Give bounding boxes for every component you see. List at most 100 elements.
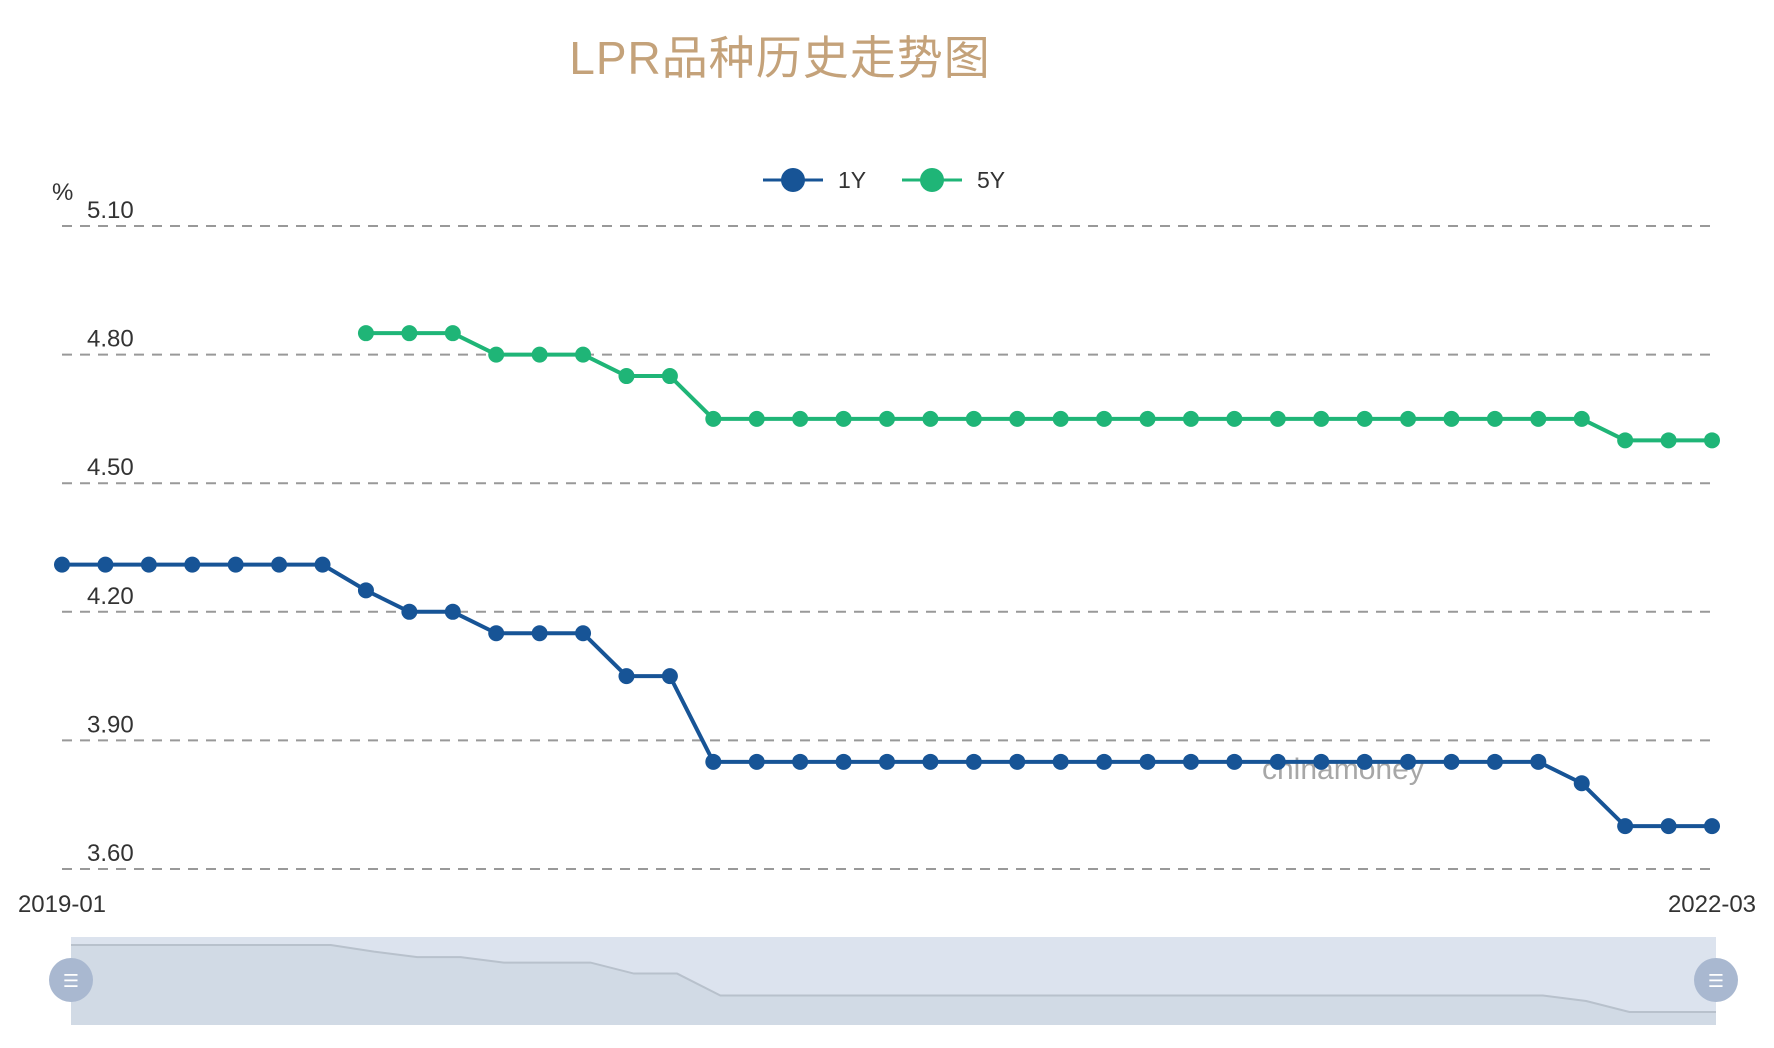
data-point-1y[interactable] <box>271 556 288 573</box>
data-point-5y[interactable] <box>792 410 809 427</box>
data-point-1y[interactable] <box>618 668 635 685</box>
data-point-1y[interactable] <box>748 753 765 770</box>
data-point-1y[interactable] <box>1356 753 1373 770</box>
data-point-1y[interactable] <box>1313 753 1330 770</box>
legend-1y-marker <box>781 168 805 192</box>
data-point-5y[interactable] <box>444 325 461 342</box>
data-point-5y[interactable] <box>357 325 374 342</box>
y-tick-label: 4.80 <box>87 326 134 353</box>
data-point-5y[interactable] <box>661 368 678 385</box>
slider-handle-right[interactable]: ☰ <box>1694 958 1738 1002</box>
data-point-1y[interactable] <box>705 753 722 770</box>
data-point-5y[interactable] <box>1356 410 1373 427</box>
data-point-1y[interactable] <box>1617 818 1634 835</box>
data-point-5y[interactable] <box>1660 432 1677 449</box>
data-point-5y[interactable] <box>1269 410 1286 427</box>
y-tick-label: 4.20 <box>87 583 134 610</box>
data-point-1y[interactable] <box>1139 753 1156 770</box>
y-tick-label: 4.50 <box>87 454 134 481</box>
data-point-1y[interactable] <box>575 625 592 642</box>
grip-icon: ☰ <box>63 971 79 991</box>
data-point-5y[interactable] <box>1313 410 1330 427</box>
data-point-5y[interactable] <box>488 346 505 363</box>
slider-handle-right-circle[interactable] <box>1694 958 1738 1002</box>
data-point-1y[interactable] <box>1660 818 1677 835</box>
data-point-1y[interactable] <box>1530 753 1547 770</box>
data-point-1y[interactable] <box>1052 753 1069 770</box>
x-tick-label-start: 2019-01 <box>18 891 106 918</box>
data-point-1y[interactable] <box>835 753 852 770</box>
data-zoom-slider[interactable]: ☰ ☰ <box>49 937 1738 1025</box>
data-point-5y[interactable] <box>1139 410 1156 427</box>
data-point-5y[interactable] <box>531 346 548 363</box>
data-point-5y[interactable] <box>1486 410 1503 427</box>
data-point-1y[interactable] <box>488 625 505 642</box>
data-point-1y[interactable] <box>1226 753 1243 770</box>
data-point-1y[interactable] <box>1182 753 1199 770</box>
data-point-1y[interactable] <box>965 753 982 770</box>
y-tick-label: 3.60 <box>87 840 134 867</box>
data-point-1y[interactable] <box>1573 775 1590 792</box>
data-point-5y[interactable] <box>575 346 592 363</box>
data-point-5y[interactable] <box>1573 410 1590 427</box>
data-point-5y[interactable] <box>879 410 895 427</box>
slider-preview-area <box>71 945 1716 1025</box>
data-point-5y[interactable] <box>401 325 418 342</box>
data-point-1y[interactable] <box>1486 753 1503 770</box>
data-point-5y[interactable] <box>1096 410 1113 427</box>
data-point-1y[interactable] <box>1704 818 1720 835</box>
data-point-5y[interactable] <box>618 368 635 385</box>
data-point-5y[interactable] <box>1530 410 1547 427</box>
data-point-1y[interactable] <box>1400 753 1417 770</box>
y-tick-label: 5.10 <box>87 197 134 224</box>
data-point-5y[interactable] <box>748 410 765 427</box>
data-point-1y[interactable] <box>531 625 548 642</box>
legend[interactable]: 1Y 5Y <box>763 167 1005 193</box>
data-point-5y[interactable] <box>1400 410 1417 427</box>
legend-5y-label: 5Y <box>977 167 1005 193</box>
data-point-1y[interactable] <box>140 556 157 573</box>
data-point-1y[interactable] <box>97 556 114 573</box>
data-point-1y[interactable] <box>661 668 678 685</box>
grip-icon: ☰ <box>1708 971 1724 991</box>
chart-watermark: chinamoney <box>1262 753 1424 786</box>
slider-handle-left[interactable]: ☰ <box>49 958 93 1002</box>
data-point-5y[interactable] <box>1226 410 1243 427</box>
series-5y <box>357 325 1720 449</box>
data-point-1y[interactable] <box>227 556 244 573</box>
slider-handle-left-circle[interactable] <box>49 958 93 1002</box>
series-layer <box>54 325 1720 835</box>
data-point-5y[interactable] <box>1617 432 1634 449</box>
legend-item-1y[interactable]: 1Y <box>763 167 866 193</box>
data-point-1y[interactable] <box>879 753 895 770</box>
series-line-1y <box>62 562 1712 829</box>
y-axis-unit: % <box>52 179 73 206</box>
grid-lines <box>62 225 1712 870</box>
data-point-5y[interactable] <box>705 410 722 427</box>
data-point-1y[interactable] <box>401 603 418 620</box>
data-point-5y[interactable] <box>1704 432 1720 449</box>
slider-preview-line <box>71 944 1716 1013</box>
data-point-5y[interactable] <box>965 410 982 427</box>
y-axis-ticks: 3.60 3.90 4.20 4.50 4.80 5.10 <box>87 197 134 867</box>
data-point-1y[interactable] <box>184 556 201 573</box>
data-point-5y[interactable] <box>835 410 852 427</box>
data-point-1y[interactable] <box>444 603 461 620</box>
x-tick-label-end: 2022-03 <box>1668 891 1756 918</box>
data-point-1y[interactable] <box>314 556 331 573</box>
data-point-5y[interactable] <box>1052 410 1069 427</box>
data-point-5y[interactable] <box>1443 410 1460 427</box>
data-point-1y[interactable] <box>1269 753 1286 770</box>
data-point-5y[interactable] <box>1009 410 1026 427</box>
legend-item-5y[interactable]: 5Y <box>902 167 1005 193</box>
data-point-1y[interactable] <box>792 753 809 770</box>
data-point-1y[interactable] <box>1443 753 1460 770</box>
data-point-5y[interactable] <box>922 410 939 427</box>
data-point-1y[interactable] <box>54 556 70 573</box>
data-point-1y[interactable] <box>922 753 939 770</box>
chart-title: LPR品种历史走势图 <box>569 32 991 84</box>
data-point-5y[interactable] <box>1182 410 1199 427</box>
data-point-1y[interactable] <box>1009 753 1026 770</box>
data-point-1y[interactable] <box>357 582 374 599</box>
data-point-1y[interactable] <box>1096 753 1113 770</box>
